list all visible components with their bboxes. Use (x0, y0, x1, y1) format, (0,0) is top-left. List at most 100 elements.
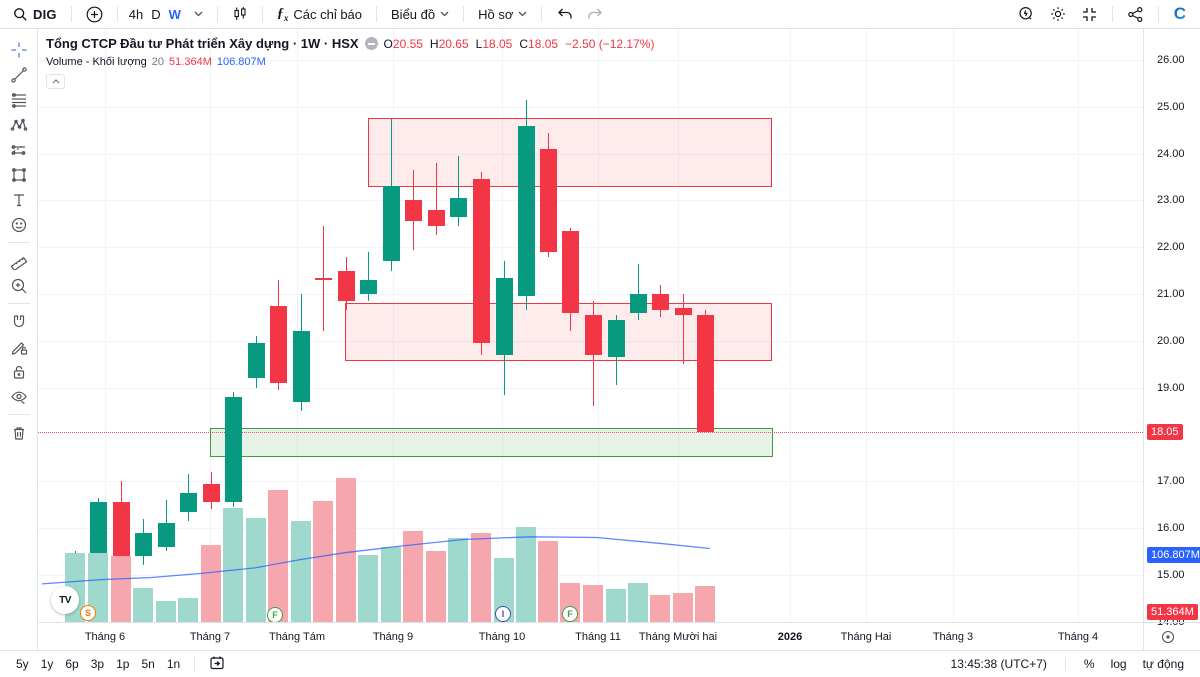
range-5n[interactable]: 5n (141, 657, 155, 671)
axis-settings-icon[interactable] (1161, 630, 1175, 644)
pencil-lock-icon (11, 341, 27, 355)
zoom-in-tool-button[interactable] (5, 273, 33, 298)
forecast-tool-button[interactable] (5, 137, 33, 162)
crosshair-tool-button[interactable] (5, 37, 33, 62)
range-6p[interactable]: 6p (65, 657, 79, 671)
time-axis[interactable]: Tháng 6 Tháng 7 Tháng Tám Tháng 9 Tháng 10 Th… (38, 622, 1143, 650)
fx-icon: ƒx (276, 5, 289, 23)
fullscreen-icon (1081, 6, 1098, 23)
share-button[interactable] (1120, 2, 1151, 26)
range-1y[interactable]: 1y (40, 657, 54, 671)
log-scale-button[interactable]: log (1110, 657, 1127, 671)
alert-button[interactable] (1010, 2, 1042, 26)
interval-W[interactable]: W (168, 6, 181, 22)
time-tick: Tháng 9 (372, 631, 414, 643)
event-badge-S[interactable]: S (80, 605, 96, 621)
gridline-horizontal (38, 528, 1143, 529)
supply-zone-drawing[interactable] (368, 118, 772, 187)
candle-body (696, 315, 714, 433)
tradingview-logo[interactable]: TV (51, 586, 79, 614)
redo-button[interactable] (580, 2, 611, 26)
volume-ma-period: 20 (151, 56, 165, 68)
chart-menu-label: Biểu đồ (391, 6, 436, 22)
search-icon (13, 7, 28, 22)
chart-style-button[interactable] (225, 2, 255, 26)
lock-drawings-button[interactable] (5, 359, 33, 384)
interval-D[interactable]: D (151, 6, 161, 22)
interval-menu-button[interactable] (187, 2, 210, 26)
low-value: 18.05 (482, 36, 513, 51)
candle-body (607, 319, 625, 358)
event-badge-F[interactable]: F (267, 607, 283, 622)
gridline-horizontal (38, 60, 1143, 61)
chart-plot[interactable]: S F I F TV Tổng CTCP Đầu tư Phát triển Xây … (38, 29, 1143, 622)
fib-retracement-tool-button[interactable] (5, 87, 33, 112)
undo-icon (556, 7, 573, 21)
profile-menu[interactable]: Hồ sơ (471, 2, 534, 26)
gridline-horizontal (38, 388, 1143, 389)
broker-logo[interactable]: C (1166, 4, 1194, 24)
event-badge-I[interactable]: I (495, 606, 511, 622)
compare-add-button[interactable] (79, 2, 110, 26)
drawing-mode-button[interactable] (5, 334, 33, 359)
range-1n[interactable]: 1n (166, 657, 181, 671)
candle-body (561, 230, 579, 313)
settings-button[interactable] (1042, 2, 1074, 26)
volume-bar (336, 477, 356, 622)
legend-collapse-button[interactable] (46, 74, 65, 89)
gridline-vertical (210, 29, 211, 622)
volume-ma-value: 106.807M (216, 56, 266, 68)
percent-scale-button[interactable]: % (1083, 657, 1095, 671)
trend-line-tool-button[interactable] (5, 62, 33, 87)
clock-display[interactable]: 13:45:38 (UTC+7) (950, 657, 1047, 671)
event-badge-F[interactable]: F (562, 606, 578, 622)
rectangle-tool-button[interactable] (5, 162, 33, 187)
toolbar-separator (70, 6, 72, 22)
candle-wick (637, 263, 639, 320)
hide-drawings-button[interactable] (5, 384, 33, 409)
pattern-tool-button[interactable] (5, 112, 33, 137)
magnet-mode-button[interactable] (5, 309, 33, 334)
chart-layout-menu[interactable]: Biểu đồ (384, 2, 456, 26)
candle-body (179, 492, 197, 512)
volume-legend[interactable]: Volume - Khối lượng 20 51.364M 106.807M (46, 56, 654, 68)
candle-wick (367, 251, 369, 301)
auto-scale-button[interactable]: tự động (1142, 657, 1184, 671)
remove-drawings-button[interactable] (5, 420, 33, 445)
text-icon (13, 193, 24, 206)
symbol-search-button[interactable]: DIG (6, 2, 64, 26)
time-tick: Tháng 4 (1057, 631, 1099, 643)
market-status-icon[interactable] (364, 37, 378, 50)
symbol-name: DIG (33, 6, 57, 22)
symbol-title[interactable]: Tổng CTCP Đầu tư Phát triển Xây dựng · 1… (46, 36, 359, 51)
interval-4h[interactable]: 4h (128, 6, 144, 22)
candle-body (651, 294, 669, 311)
time-tick: Tháng 3 (932, 631, 974, 643)
candle-wick (435, 162, 437, 236)
go-to-date-button[interactable] (203, 653, 231, 675)
toolbar-separator (261, 6, 263, 22)
fullscreen-button[interactable] (1074, 2, 1105, 26)
range-5y[interactable]: 5y (16, 657, 29, 671)
candle-body (269, 305, 287, 383)
text-tool-button[interactable] (5, 187, 33, 212)
emoji-tool-button[interactable] (5, 212, 33, 237)
candle-body (584, 315, 602, 355)
price-axis[interactable]: 26.00 25.00 24.00 23.00 22.00 21.00 20.00 19.00… (1143, 29, 1200, 650)
range-3p[interactable]: 3p (90, 657, 105, 671)
range-1p[interactable]: 1p (116, 657, 130, 671)
volume-label: Volume - Khối lượng (46, 56, 147, 68)
indicators-button[interactable]: ƒx Các chỉ báo (270, 2, 369, 26)
price-tick: 15.00 (1157, 568, 1185, 581)
gridline-vertical (297, 29, 298, 622)
candle-wick (457, 155, 459, 227)
redo-icon (587, 7, 604, 21)
volume-bar (538, 540, 558, 622)
measure-tool-button[interactable] (5, 248, 33, 273)
candle-body (517, 125, 535, 297)
gridline-horizontal (38, 154, 1143, 155)
gridline-vertical (105, 29, 106, 622)
gridline-horizontal (38, 481, 1143, 482)
undo-button[interactable] (549, 2, 580, 26)
